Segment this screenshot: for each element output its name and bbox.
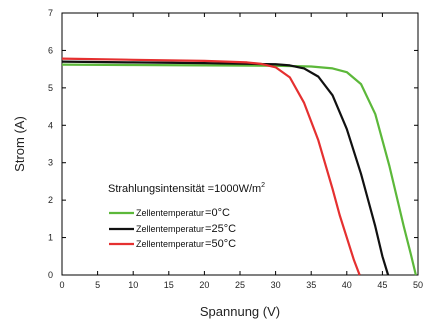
series-line-2 — [61, 57, 361, 276]
x-tick-label: 5 — [95, 280, 100, 290]
y-tick-label: 3 — [48, 158, 53, 168]
legend-title: Strahlungsintensität =1000W/m2 — [108, 182, 265, 195]
x-tick-label: 30 — [271, 280, 281, 290]
x-tick-label: 25 — [235, 280, 245, 290]
x-tick-label: 15 — [164, 280, 174, 290]
legend-title-text: Strahlungsintensität =1000W/m — [108, 183, 261, 195]
legend-label-label-eq: = — [205, 207, 211, 219]
series-line-1 — [61, 60, 390, 276]
legend-label-2: Zellentemperatur=50°C — [136, 238, 236, 250]
legend-label-label-unit: °C — [224, 223, 236, 235]
legend-entries: Zellentemperatur=0°CZellentemperatur=25°… — [109, 207, 236, 250]
axis-ticks — [61, 12, 419, 276]
x-tick-label: 45 — [377, 280, 387, 290]
y-tick-label: 0 — [48, 270, 53, 280]
legend-label-label-value: 0 — [211, 207, 217, 219]
y-tick-label: 5 — [48, 83, 53, 93]
legend: Strahlungsintensität =1000W/m2 Zellentem… — [108, 182, 265, 250]
x-tick-label: 20 — [199, 280, 209, 290]
y-tick-label: 6 — [48, 45, 53, 55]
x-tick-label: 10 — [128, 280, 138, 290]
y-axis-label: Strom (A) — [12, 116, 27, 172]
legend-label-label-prefix: Zellentemperatur — [136, 224, 204, 234]
y-tick-label: 1 — [48, 233, 53, 243]
y-tick-label: 4 — [48, 120, 53, 130]
y-tick-label: 2 — [48, 195, 53, 205]
legend-label-label-eq: = — [205, 238, 211, 250]
legend-label-0: Zellentemperatur=0°C — [136, 207, 230, 219]
x-tick-label: 0 — [59, 280, 64, 290]
x-tick-label: 50 — [413, 280, 423, 290]
x-tick-label: 35 — [306, 280, 316, 290]
legend-label-1: Zellentemperatur=25°C — [136, 223, 236, 235]
y-tick-label: 7 — [48, 8, 53, 18]
legend-label-label-value: 25 — [211, 223, 223, 235]
legend-label-label-eq: = — [205, 223, 211, 235]
legend-label-label-prefix: Zellentemperatur — [136, 239, 204, 249]
x-axis-label: Spannung (V) — [200, 304, 280, 319]
data-curves — [61, 57, 417, 276]
legend-label-label-value: 50 — [211, 238, 223, 250]
series-line-0 — [61, 63, 417, 276]
legend-label-label-unit: °C — [224, 238, 236, 250]
x-tick-label: 40 — [342, 280, 352, 290]
legend-label-label-prefix: Zellentemperatur — [136, 208, 204, 218]
legend-title-superscript: 2 — [261, 182, 265, 189]
legend-label-label-unit: °C — [218, 207, 230, 219]
